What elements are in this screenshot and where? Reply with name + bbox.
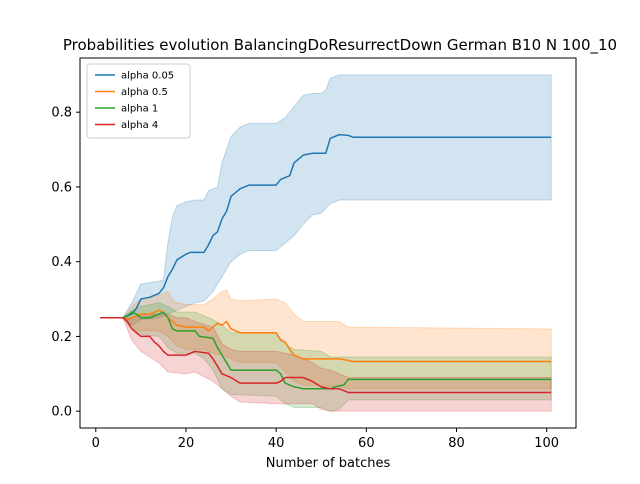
legend-label-alpha-0-5: alpha 0.5 [121,87,168,98]
y-tick-label: 0.0 [51,405,72,420]
line-alpha-0-05 [100,133,552,319]
line-alpha-1 [100,311,552,390]
line-alpha-4 [100,317,552,394]
legend-box [86,63,191,139]
x-tick-label: 0 [92,436,100,451]
y-tick-label: 0.6 [51,180,72,195]
x-tick-label: 20 [178,436,195,451]
x-tick-label: 100 [534,436,559,451]
x-tick-label: 80 [448,436,465,451]
legend: alpha 0.05 alpha 0.5 alpha 1 alpha 4 [86,63,191,139]
y-tick-label: 0.8 [51,106,72,121]
legend-label-alpha-4: alpha 4 [121,120,158,131]
series-lines [100,133,552,394]
legend-label-alpha-0-05: alpha 0.05 [121,71,174,82]
y-axis-ticks: 0.0 0.2 0.4 0.6 0.8 [51,106,80,420]
x-axis-ticks: 0 20 40 60 80 100 [92,428,559,451]
chart-title: Probabilities evolution BalancingDoResur… [63,36,617,55]
line-alpha-0-5 [100,309,552,363]
band-alpha-1 [100,302,552,412]
x-tick-label: 40 [268,436,285,451]
y-tick-label: 0.4 [51,255,72,270]
x-axis-label: Number of batches [266,456,391,471]
legend-label-alpha-1: alpha 1 [121,104,158,115]
plot-frame [79,57,577,429]
band-alpha-0-5 [100,289,552,390]
x-tick-label: 60 [358,436,375,451]
y-tick-label: 0.2 [51,330,72,345]
